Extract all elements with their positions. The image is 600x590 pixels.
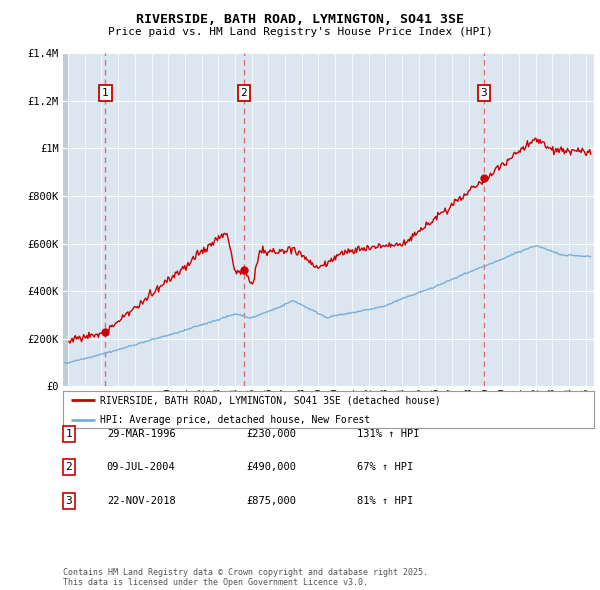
Text: RIVERSIDE, BATH ROAD, LYMINGTON, SO41 3SE: RIVERSIDE, BATH ROAD, LYMINGTON, SO41 3S… (136, 13, 464, 26)
Text: 1: 1 (65, 429, 73, 438)
Text: £875,000: £875,000 (246, 496, 296, 506)
Text: Price paid vs. HM Land Registry's House Price Index (HPI): Price paid vs. HM Land Registry's House … (107, 27, 493, 37)
Text: Contains HM Land Registry data © Crown copyright and database right 2025.
This d: Contains HM Land Registry data © Crown c… (63, 568, 428, 587)
Text: 2: 2 (241, 88, 247, 98)
Text: 67% ↑ HPI: 67% ↑ HPI (357, 463, 413, 472)
Text: HPI: Average price, detached house, New Forest: HPI: Average price, detached house, New … (100, 415, 370, 425)
Text: 1: 1 (102, 88, 109, 98)
Text: 131% ↑ HPI: 131% ↑ HPI (357, 429, 419, 438)
Bar (63, 53, 68, 386)
Text: 3: 3 (481, 88, 487, 98)
Text: 22-NOV-2018: 22-NOV-2018 (107, 496, 176, 506)
Text: 09-JUL-2004: 09-JUL-2004 (107, 463, 176, 472)
Text: £490,000: £490,000 (246, 463, 296, 472)
Text: 2: 2 (65, 463, 73, 472)
Text: RIVERSIDE, BATH ROAD, LYMINGTON, SO41 3SE (detached house): RIVERSIDE, BATH ROAD, LYMINGTON, SO41 3S… (100, 395, 441, 405)
Text: 29-MAR-1996: 29-MAR-1996 (107, 429, 176, 438)
Text: 3: 3 (65, 496, 73, 506)
Text: 81% ↑ HPI: 81% ↑ HPI (357, 496, 413, 506)
Text: £230,000: £230,000 (246, 429, 296, 438)
